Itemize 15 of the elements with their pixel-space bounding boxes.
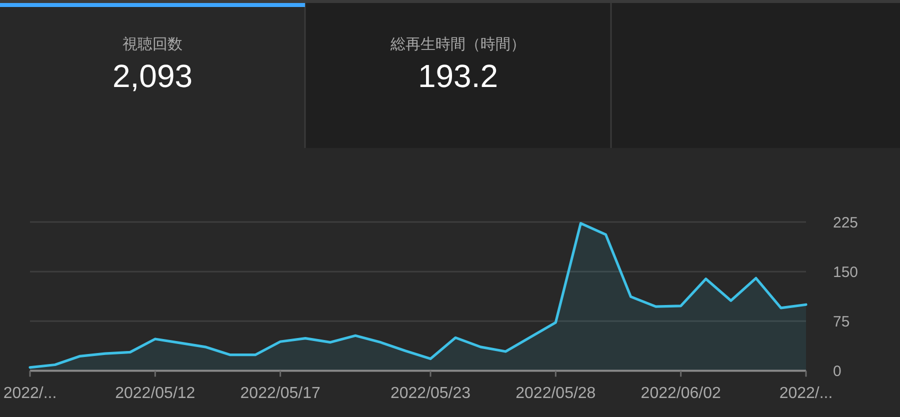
- x-tick-label: 2022/...: [779, 385, 833, 402]
- x-tick-label: 2022/06/02: [640, 385, 721, 402]
- x-tick-label: 2022/05/23: [390, 385, 471, 402]
- y-tick-label: 75: [833, 314, 850, 331]
- x-tick-label: 2022/...: [3, 385, 57, 402]
- text: 193.2: [418, 58, 498, 94]
- y-tick-label: 150: [833, 264, 858, 282]
- text: 2,093: [112, 58, 193, 94]
- x-tick-label: 2022/05/12: [115, 385, 196, 402]
- x-tick-label: 2022/05/17: [240, 385, 320, 402]
- y-tick-label: 0: [833, 363, 842, 380]
- text: 視聴回数: [122, 36, 182, 53]
- text: 総再生時間（時間）: [390, 36, 526, 53]
- y-tick-label: 225: [833, 214, 858, 232]
- x-tick-label: 2022/05/28: [516, 385, 596, 402]
